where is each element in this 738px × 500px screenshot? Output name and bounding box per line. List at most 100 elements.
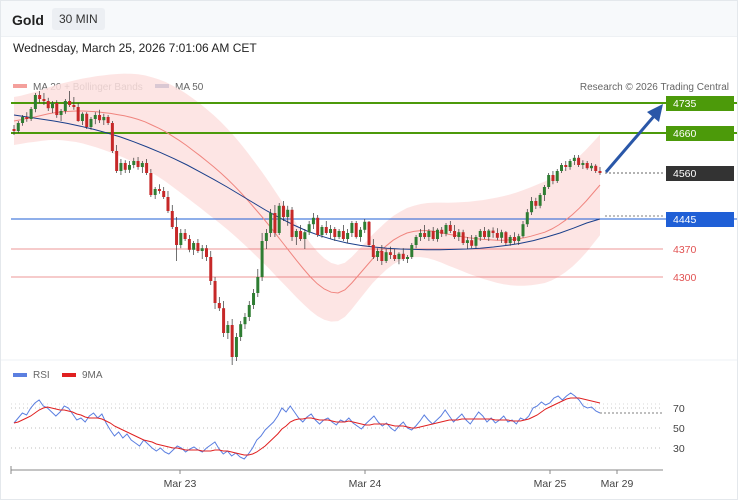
candle (234, 333, 238, 361)
candle-body (213, 281, 217, 303)
candle-body (307, 224, 311, 233)
candle (33, 93, 37, 113)
candle-body (453, 231, 457, 237)
candle-body (16, 123, 20, 131)
candle (166, 191, 170, 213)
level-label-4370: 4370 (673, 244, 697, 256)
candle (76, 103, 80, 122)
candle-body (367, 221, 371, 245)
candle-body (127, 165, 131, 170)
candle (341, 225, 345, 241)
candle (414, 235, 418, 249)
candle (346, 229, 350, 243)
candle-body (162, 191, 166, 197)
candle (123, 160, 127, 173)
candle (21, 115, 25, 126)
candle (384, 249, 388, 263)
candle-body (21, 117, 25, 123)
candle-body (98, 115, 102, 121)
candle-body (572, 157, 576, 161)
chart-datetime: Wednesday, March 25, 2026 7:01:06 AM CET (13, 41, 257, 55)
timeframe-badge[interactable]: 30 MIN (52, 8, 105, 30)
candle (406, 255, 410, 263)
candle (307, 221, 311, 235)
candle-body (204, 248, 208, 257)
time-axis-labels: Mar 23 Mar 24 Mar 25 Mar 29 (10, 466, 634, 490)
candle-body (478, 231, 482, 237)
legend-rsi: RSI (33, 370, 50, 381)
candle-body (457, 232, 461, 237)
candle (55, 100, 59, 118)
candle (136, 157, 140, 170)
candle (504, 231, 508, 245)
candle (311, 213, 315, 229)
candle-body (495, 233, 499, 238)
candle (196, 239, 200, 253)
candle (453, 225, 457, 239)
candle-body (80, 113, 84, 121)
candle (127, 161, 131, 173)
candle (59, 109, 63, 121)
candle (423, 225, 427, 239)
candle (119, 159, 123, 175)
candle (25, 112, 29, 122)
candle-body (594, 165, 598, 171)
candle-body (585, 163, 589, 169)
candle-body (560, 165, 564, 171)
candle (230, 319, 234, 365)
candle-body (358, 229, 362, 237)
candle-body (346, 233, 350, 239)
candle (478, 229, 482, 241)
candle-body (29, 109, 33, 119)
candle-body (68, 101, 72, 105)
candle-body (166, 197, 170, 211)
candle-body (551, 175, 555, 181)
x-tick-label: Mar 29 (601, 478, 634, 490)
candle (252, 289, 256, 309)
candle-body (525, 212, 529, 225)
candle (461, 229, 465, 245)
arrow-shaft (604, 114, 657, 173)
candle (93, 112, 97, 125)
candle-body (410, 245, 414, 257)
candle (46, 97, 50, 111)
candle (512, 232, 516, 245)
candle (89, 117, 93, 130)
candle (106, 115, 110, 125)
forecast-arrow (604, 104, 663, 173)
candle (110, 121, 114, 153)
candle (483, 227, 487, 239)
candle-body (487, 230, 491, 237)
candle-body (354, 223, 358, 237)
candle (538, 193, 542, 209)
candle-body (547, 175, 551, 187)
candle (470, 235, 474, 249)
candle-body (589, 165, 593, 169)
candle (410, 243, 414, 259)
candle-body (329, 229, 333, 233)
candle-body (93, 115, 97, 119)
candle (243, 313, 247, 329)
candle (209, 251, 213, 285)
candle-body (252, 293, 256, 305)
candle (50, 101, 54, 113)
candle-body (157, 189, 161, 191)
candle (581, 160, 585, 169)
watermark: Research © 2026 Trading Central (580, 82, 729, 93)
candle (371, 239, 375, 259)
candle (521, 221, 525, 238)
candle (324, 221, 328, 235)
rsi-line (13, 392, 601, 460)
candle (388, 246, 392, 259)
candle-body (418, 233, 422, 237)
candle (555, 169, 559, 183)
candle-body (371, 245, 375, 257)
candle-body (461, 232, 465, 243)
candle (175, 217, 179, 261)
legend-swatch-rsi-ma (62, 373, 76, 377)
candle (320, 225, 324, 238)
candle (222, 301, 226, 337)
candle-body (256, 277, 260, 293)
candle-body (76, 107, 80, 121)
candle (187, 235, 191, 253)
